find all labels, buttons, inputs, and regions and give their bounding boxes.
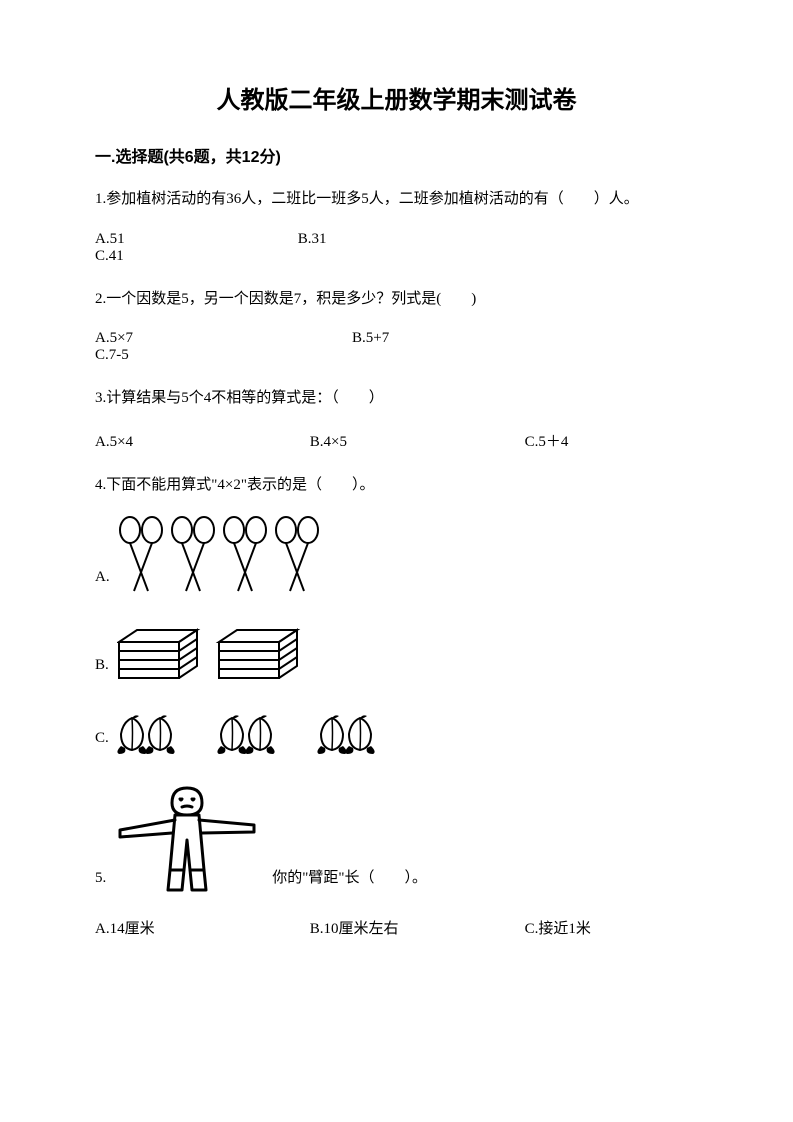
question-1: 1.参加植树活动的有36人，二班比一班多5人，二班参加植树活动的有（ ）人。 xyxy=(95,187,698,213)
q5-tail-text: 你的"臂距"长（ ）。 xyxy=(272,866,427,887)
q3-option-c: C.5＋4 xyxy=(525,430,694,451)
q2-option-a: A.5×7 xyxy=(95,330,348,347)
q5-label: 5. xyxy=(95,870,106,887)
q4-option-a-label: A. xyxy=(95,569,110,586)
q1-option-b: B.31 xyxy=(298,231,497,248)
question-2-options: A.5×7 B.5+7 C.7-5 xyxy=(95,330,698,364)
q4-option-b-label: B. xyxy=(95,657,109,674)
peaches-icon xyxy=(117,712,407,757)
q2-option-b: B.5+7 xyxy=(352,330,581,347)
q5-option-b: B.10厘米左右 xyxy=(310,917,521,938)
question-5: 5. 你的"臂距"长（ ）。 xyxy=(95,785,698,895)
page-title: 人教版二年级上册数学期末测试卷 xyxy=(95,80,698,115)
question-3-options: A.5×4 B.4×5 C.5＋4 xyxy=(95,430,698,451)
q1-option-a: A.51 xyxy=(95,231,294,248)
q5-option-a: A.14厘米 xyxy=(95,917,306,938)
q4-option-a-row: A. xyxy=(95,516,698,596)
book-stacks-icon xyxy=(117,624,307,684)
q3-option-a: A.5×4 xyxy=(95,434,306,451)
question-2: 2.一个因数是5，另一个因数是7，积是多少？列式是( ) xyxy=(95,287,698,313)
balloons-icon xyxy=(118,516,328,596)
armspan-figure-icon xyxy=(112,785,262,895)
question-5-options: A.14厘米 B.10厘米左右 C.接近1米 xyxy=(95,917,698,938)
q5-option-c: C.接近1米 xyxy=(525,917,694,938)
q4-option-c-label: C. xyxy=(95,730,109,747)
q1-option-c: C.41 xyxy=(95,248,294,265)
q3-option-b: B.4×5 xyxy=(310,434,521,451)
question-4: 4.下面不能用算式"4×2"表示的是（ ）。 xyxy=(95,473,698,499)
question-3: 3.计算结果与5个4不相等的算式是：（ ） xyxy=(95,386,698,412)
q4-option-c-row: C. xyxy=(95,712,698,757)
q2-option-c: C.7-5 xyxy=(95,347,216,364)
q4-option-b-row: B. xyxy=(95,624,698,684)
question-1-options: A.51 B.31 C.41 xyxy=(95,231,698,265)
section-header: 一.选择题(共6题，共12分) xyxy=(95,143,698,167)
